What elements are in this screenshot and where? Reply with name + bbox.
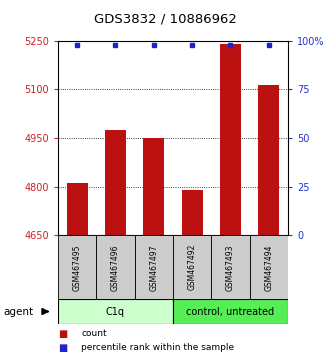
Text: agent: agent (3, 307, 33, 316)
Text: GSM467495: GSM467495 (72, 244, 82, 291)
Bar (258, 85, 279, 235)
Bar (67, 183, 88, 235)
Text: control, untreated: control, untreated (186, 307, 274, 316)
Bar (250, 235, 288, 299)
Text: ■: ■ (58, 343, 67, 353)
Text: GSM467497: GSM467497 (149, 244, 158, 291)
Bar (211, 235, 250, 299)
Text: count: count (81, 329, 107, 338)
Bar (58, 299, 173, 324)
Bar (143, 138, 164, 235)
Bar (135, 235, 173, 299)
Text: ■: ■ (58, 329, 67, 339)
Bar (220, 44, 241, 235)
Bar (173, 235, 211, 299)
Text: percentile rank within the sample: percentile rank within the sample (81, 343, 234, 352)
Text: GSM467492: GSM467492 (188, 244, 197, 291)
Text: C1q: C1q (106, 307, 125, 316)
Bar (105, 130, 126, 235)
Bar (173, 299, 288, 324)
Text: GDS3832 / 10886962: GDS3832 / 10886962 (94, 13, 237, 26)
Text: GSM467496: GSM467496 (111, 244, 120, 291)
Bar (96, 235, 135, 299)
Bar (58, 235, 96, 299)
Bar (182, 190, 203, 235)
Text: GSM467494: GSM467494 (264, 244, 273, 291)
Text: GSM467493: GSM467493 (226, 244, 235, 291)
